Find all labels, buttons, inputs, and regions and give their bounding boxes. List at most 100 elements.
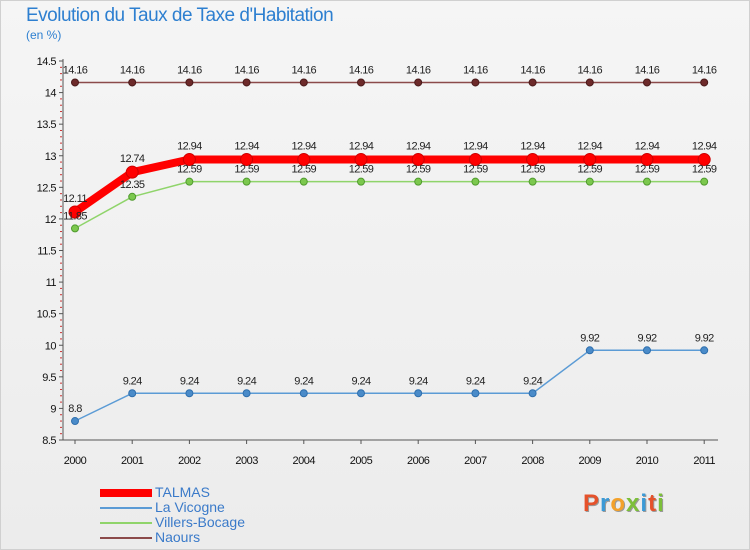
data-point: [414, 389, 423, 398]
data-label: 12.94: [177, 141, 202, 153]
data-label: 14.16: [234, 64, 259, 76]
data-label: 12.59: [349, 164, 374, 176]
data-point: [528, 389, 537, 398]
data-point: [700, 78, 709, 87]
data-point: [414, 177, 423, 186]
data-label: 14.16: [406, 64, 431, 76]
data-label: 12.94: [692, 141, 717, 153]
legend-label: Villers-Bocage: [155, 514, 246, 530]
legend-item-la-vicogne: La Vicogne: [100, 500, 320, 515]
x-tick-label: 2009: [579, 455, 602, 467]
data-label: 12.11: [63, 193, 87, 205]
data-label: 12.94: [406, 141, 431, 153]
y-tick-label: 14.5: [37, 56, 57, 68]
legend-swatch-villers-bocage: [100, 522, 152, 524]
data-point: [242, 78, 251, 87]
data-label: 14.16: [635, 64, 660, 76]
logo-letter: x: [626, 490, 641, 517]
data-label: 12.59: [578, 164, 603, 176]
y-tick-label: 13.5: [37, 119, 57, 131]
chart-legend: TALMAS La Vicogne Villers-Bocage Naours: [100, 485, 320, 545]
legend-swatch-talmas: [100, 489, 152, 497]
y-tick-label: 11.5: [37, 246, 56, 258]
data-label: 9.24: [180, 375, 199, 387]
line-chart: 8.5 9 9.5 10 10.5 11 11.5 12 12.5 13 13.5 14 14.5 200…: [37, 56, 718, 467]
data-point: [125, 165, 139, 179]
data-label: 12.59: [177, 164, 202, 176]
data-point: [68, 205, 82, 219]
data-point: [299, 389, 308, 398]
data-label: 14.16: [349, 64, 374, 76]
data-point: [411, 153, 425, 167]
data-label: 12.59: [234, 164, 259, 176]
x-tick-label: 2000: [64, 455, 87, 467]
data-label: 9.24: [351, 375, 370, 387]
data-point: [182, 153, 196, 167]
legend-label: Naours: [155, 529, 201, 545]
data-point: [128, 192, 137, 201]
data-point: [299, 177, 308, 186]
y-tick-label: 13: [45, 151, 57, 163]
data-label: 14.16: [292, 64, 317, 76]
data-label: 12.59: [463, 164, 488, 176]
data-point: [700, 346, 709, 355]
data-point: [357, 177, 365, 186]
y-tick-label: 9.5: [42, 372, 56, 384]
data-label: 14.16: [177, 64, 202, 76]
data-label: 14.16: [63, 64, 88, 76]
legend-label: La Vicogne: [155, 499, 225, 515]
chart-title: Evolution du Taux de Taxe d'Habitation: [26, 5, 334, 26]
data-label: 14.16: [520, 64, 545, 76]
data-label: 12.94: [463, 141, 488, 153]
data-point: [583, 153, 597, 167]
data-label: 8.8: [68, 403, 82, 415]
data-label: 12.35: [120, 179, 145, 191]
data-label: 12.94: [292, 141, 317, 153]
y-tick-label: 9: [50, 403, 56, 415]
legend-item-naours: Naours: [100, 530, 320, 545]
data-point: [414, 78, 423, 87]
data-label: 9.24: [123, 375, 142, 387]
x-tick-label: 2011: [693, 455, 715, 467]
data-label: 9.24: [466, 375, 485, 387]
data-label: 9.24: [237, 375, 256, 387]
y-tick-label: 12.5: [37, 182, 57, 194]
data-label: 9.24: [294, 375, 313, 387]
data-label: 12.94: [578, 141, 603, 153]
data-point: [528, 78, 537, 87]
data-point: [471, 389, 480, 398]
data-label: 12.74: [120, 153, 145, 165]
logo-letter: o: [610, 490, 627, 517]
y-tick-label: 14: [45, 88, 57, 100]
data-point: [468, 153, 482, 167]
data-point: [242, 177, 251, 186]
data-label: 9.92: [580, 332, 599, 344]
x-tick-label: 2003: [235, 455, 258, 467]
data-point: [585, 346, 594, 355]
data-label: 9.24: [523, 375, 542, 387]
data-point: [240, 153, 254, 167]
data-point: [643, 78, 651, 87]
x-tick-label: 2005: [350, 455, 373, 467]
data-label: 12.94: [635, 141, 660, 153]
x-tick-label: 2004: [293, 455, 316, 467]
data-point: [242, 389, 251, 398]
legend-swatch-naours: [100, 537, 152, 539]
data-point: [354, 153, 368, 167]
y-tick-label: 10: [45, 340, 57, 352]
x-tick-label: 2010: [636, 455, 659, 467]
y-tick-label: 8.5: [42, 435, 56, 447]
legend-swatch-la-vicogne: [100, 507, 152, 509]
data-point: [297, 153, 311, 167]
data-point: [697, 153, 711, 167]
data-label: 9.92: [695, 332, 714, 344]
data-point: [299, 78, 308, 87]
data-point: [700, 177, 709, 186]
data-label: 14.16: [120, 64, 145, 76]
y-tick-label: 10.5: [37, 309, 57, 321]
data-label: 12.94: [349, 141, 374, 153]
data-point: [128, 389, 137, 398]
data-point: [526, 153, 540, 167]
data-point: [71, 224, 79, 233]
